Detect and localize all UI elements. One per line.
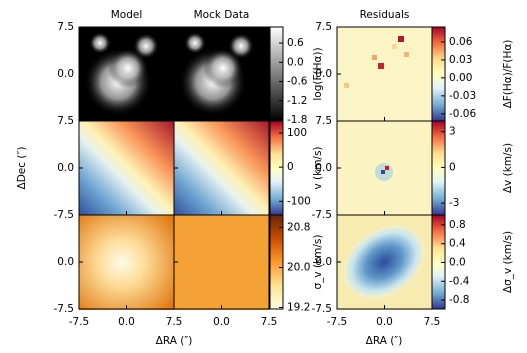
colorbar-label: log(F(Hα)) — [312, 47, 324, 100]
x-tick-label: 0.0 — [213, 316, 230, 328]
colorbar-tick-label: 0.03 — [449, 54, 472, 66]
column-title: Residuals — [360, 9, 410, 21]
x-tick-label: 0.0 — [376, 316, 393, 328]
x-tick-label: -7.5 — [69, 316, 90, 328]
colorbar-tick-label: 0.06 — [449, 36, 473, 48]
colorbar-tick-label: 20.8 — [287, 222, 310, 234]
y-tick-label: 7.5 — [57, 115, 74, 127]
colorbar-tick-label: 0.4 — [449, 238, 466, 250]
y-tick-label: 0.0 — [57, 68, 74, 80]
colorbar-tick-label: 0.00 — [449, 72, 472, 84]
x-tick-label: -7.5 — [327, 316, 348, 328]
y-axis-label: ΔDec (″) — [16, 147, 28, 190]
x-tick-label: 7.5 — [166, 316, 183, 328]
colorbar-tick-label: 0.6 — [287, 37, 304, 49]
x-tick-label: 7.5 — [261, 316, 278, 328]
colorbar-tick-label: -1.8 — [287, 114, 308, 126]
colorbar-tick-label: 19.2 — [287, 302, 310, 314]
y-tick-label: -7.5 — [312, 209, 333, 221]
colorbar-label: Δv (km/s) — [502, 143, 514, 193]
column-title: Mock Data — [194, 9, 250, 21]
x-tick-label: 7.5 — [424, 316, 441, 328]
y-tick-label: 7.5 — [315, 115, 332, 127]
colorbar — [269, 214, 284, 310]
colorbar — [269, 26, 284, 122]
colorbar-tick-label: 0.0 — [449, 256, 466, 268]
colorbar-tick-label: 3 — [449, 126, 456, 138]
colorbar-label: v (km/s) — [312, 146, 324, 189]
column-title: Model — [111, 9, 143, 21]
colorbar-tick-label: 20.0 — [287, 262, 310, 274]
colorbar-tick-label: -1.2 — [287, 95, 308, 107]
colorbar-tick-label: 0.8 — [449, 219, 466, 231]
x-axis-label: ΔRA (″) — [156, 335, 193, 347]
colorbar-tick-label: -0.4 — [449, 275, 470, 287]
colorbar-tick-label: -0.8 — [449, 294, 470, 306]
y-tick-label: -7.5 — [54, 303, 75, 315]
colorbar-label: Δσ_v (km/s) — [502, 231, 514, 293]
colorbar — [431, 26, 446, 122]
colorbar-tick-label: -0.06 — [449, 108, 476, 120]
y-tick-label: 7.5 — [57, 21, 74, 33]
y-tick-label: -7.5 — [54, 209, 75, 221]
y-tick-label: 0.0 — [57, 256, 74, 268]
colorbar-tick-label: -100 — [287, 195, 311, 207]
colorbar-tick-label: 100 — [287, 127, 307, 139]
colorbar-label: σ_v (km/s) — [312, 235, 324, 290]
x-tick-label: 0.0 — [118, 316, 135, 328]
panel-images — [79, 27, 432, 310]
y-tick-label: -7.5 — [312, 303, 333, 315]
colorbar-tick-label: -3 — [449, 197, 459, 209]
y-tick-label: 0.0 — [57, 162, 74, 174]
y-tick-label: 0.0 — [315, 256, 332, 268]
colorbar-tick-label: -0.6 — [287, 76, 308, 88]
colorbar — [431, 120, 446, 216]
colorbar-tick-label: 0 — [287, 161, 294, 173]
colorbar-label: ΔF(Hα)/F(Hα) — [502, 40, 514, 109]
y-tick-label: 0.0 — [315, 162, 332, 174]
y-tick-label: 0.0 — [315, 68, 332, 80]
x-axis-label: ΔRA (″) — [366, 335, 403, 347]
y-tick-label: 7.5 — [315, 21, 332, 33]
colorbar-tick-label: -0.03 — [449, 90, 476, 102]
colorbar-tick-label: 0 — [449, 161, 456, 173]
colorbar-tick-label: 0.0 — [287, 56, 304, 68]
